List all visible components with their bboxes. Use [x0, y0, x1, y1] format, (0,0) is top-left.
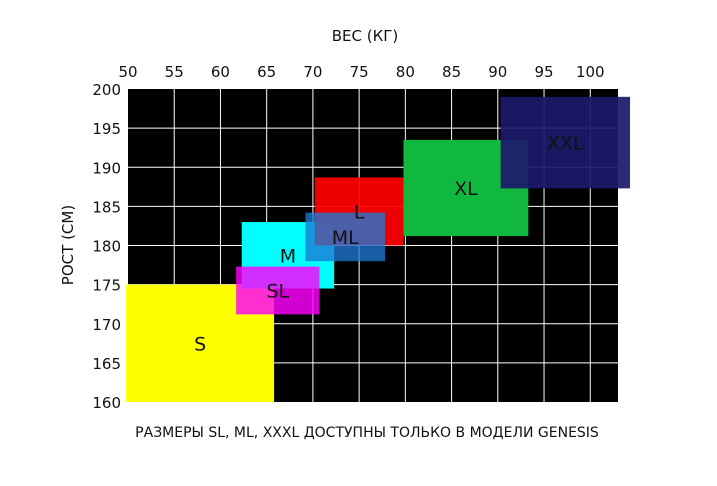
- y-tick-label: 175: [92, 277, 121, 295]
- y-tick-label: 180: [92, 238, 121, 256]
- size-label-s: S: [194, 333, 206, 355]
- x-axis-title: ВЕС (КГ): [332, 27, 399, 45]
- x-tick-label: 85: [442, 63, 461, 81]
- y-tick-labels: 160 165 170 175 180 185 190 195 200: [92, 81, 121, 412]
- x-tick-label: 90: [488, 63, 507, 81]
- y-tick-label: 160: [92, 394, 121, 412]
- size-label-m: M: [280, 245, 296, 267]
- size-labels: S M SL L ML XL XXL: [194, 133, 584, 356]
- y-tick-label: 170: [92, 316, 121, 334]
- size-label-l: L: [354, 201, 365, 223]
- size-region-sl: [236, 266, 320, 315]
- size-label-ml: ML: [332, 227, 359, 249]
- size-label-xl: XL: [454, 178, 478, 200]
- x-tick-labels: 50 55 60 65 70 75 80 85 90 95 100: [118, 63, 604, 81]
- x-tick-label: 60: [211, 63, 230, 81]
- y-tick-label: 190: [92, 159, 121, 177]
- x-tick-label: 80: [396, 63, 415, 81]
- size-label-sl: SL: [266, 280, 289, 302]
- size-regions: [126, 96, 631, 402]
- x-tick-label: 100: [576, 63, 605, 81]
- size-label-xxl: XXL: [547, 133, 584, 155]
- x-tick-label: 50: [118, 63, 137, 81]
- footnote: РАЗМЕРЫ SL, ML, XXXL ДОСТУПНЫ ТОЛЬКО В М…: [135, 425, 599, 441]
- size-region-xxl: [500, 96, 631, 189]
- y-axis-title: РОСТ (СМ): [59, 205, 77, 285]
- size-region-ml: [305, 212, 386, 262]
- y-tick-label: 185: [92, 198, 121, 216]
- x-tick-label: 95: [534, 63, 553, 81]
- x-tick-label: 75: [350, 63, 369, 81]
- x-tick-label: 65: [257, 63, 276, 81]
- y-tick-label: 165: [92, 355, 121, 373]
- y-tick-label: 200: [92, 81, 121, 99]
- x-tick-label: 70: [303, 63, 322, 81]
- x-tick-label: 55: [165, 63, 184, 81]
- y-tick-label: 195: [92, 120, 121, 138]
